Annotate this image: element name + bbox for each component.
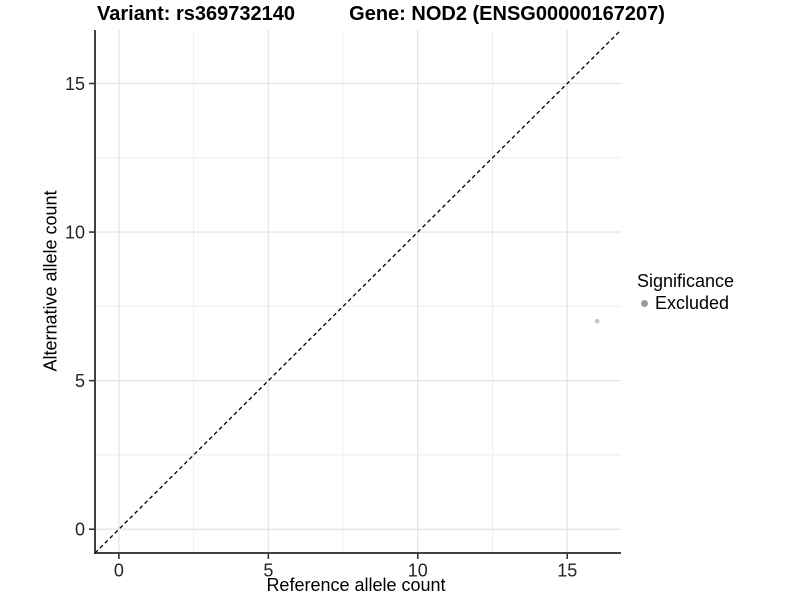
identity-dashed-line: [94, 29, 622, 554]
legend-marker-icon: [641, 300, 648, 307]
x-axis-tick-label: 5: [263, 561, 273, 581]
y-axis-title: Alternative allele count: [40, 190, 61, 372]
legend-item-label: Excluded: [655, 293, 730, 313]
legend-title: Significance: [637, 271, 735, 291]
legend: Significance Excluded: [637, 271, 734, 314]
x-axis-tick-label: 10: [408, 561, 428, 581]
y-axis-tick-label: 10: [65, 223, 85, 243]
plot-title-gene: Gene: NOD2 (ENSG00000167207): [349, 3, 665, 25]
plot-title-variant: Variant: rs369732140: [97, 3, 295, 25]
legend-item-excluded: Excluded: [637, 293, 734, 314]
data-point: [594, 318, 600, 324]
y-axis-tick-label: 15: [65, 74, 85, 94]
y-axis-tick-label: 5: [75, 371, 85, 391]
x-axis-tick-label: 15: [557, 561, 577, 581]
y-axis-tick-label: 0: [75, 520, 85, 540]
x-axis-tick-label: 0: [114, 561, 124, 581]
x-axis-title: Reference allele count: [266, 575, 446, 595]
